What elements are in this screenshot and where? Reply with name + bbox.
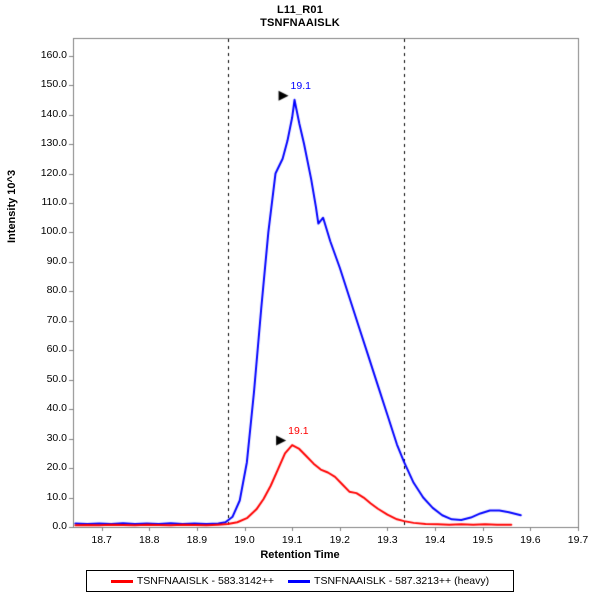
- y-axis-title: Intensity 10^3: [6, 169, 18, 243]
- x-tick-label: 18.9: [186, 534, 208, 546]
- y-tick-label: 70.0: [46, 313, 67, 326]
- x-axis-title: Retention Time: [260, 549, 340, 561]
- heavy-peak-apex-label: 19.1: [290, 79, 311, 92]
- y-tick-label: 110.0: [41, 195, 68, 208]
- x-tick-label: 19.5: [472, 534, 493, 546]
- y-tick-label: 160.0: [40, 48, 67, 61]
- chart-legend: TSNFNAAISLK - 583.3142++ TSNFNAAISLK - 5…: [86, 570, 514, 592]
- y-tick-label: 90.0: [46, 254, 67, 267]
- x-tick-label: 19.4: [424, 534, 446, 546]
- light-peak-apex-label: 19.1: [288, 424, 309, 437]
- y-tick-label: 10.0: [46, 490, 67, 503]
- x-tick-label: 18.7: [91, 534, 112, 546]
- x-tick-label: 19.2: [329, 534, 350, 546]
- y-tick-label: 100.0: [40, 225, 67, 238]
- y-tick-label: 60.0: [46, 343, 67, 356]
- x-tick-label: 19.6: [520, 534, 541, 546]
- y-tick-label: 20.0: [46, 461, 67, 474]
- y-tick-label: 80.0: [46, 284, 67, 297]
- x-tick-label: 19.0: [234, 534, 255, 546]
- legend-label-heavy: TSNFNAAISLK - 587.3213++ (heavy): [314, 575, 490, 587]
- x-tick-label: 18.8: [139, 534, 160, 546]
- y-tick-label: 130.0: [40, 137, 67, 150]
- x-tick-label: 19.3: [377, 534, 398, 546]
- legend-swatch-light: [110, 579, 133, 583]
- y-tick-label: 30.0: [46, 431, 67, 444]
- x-tick-label: 19.1: [281, 534, 303, 546]
- y-tick-label: 140.0: [40, 107, 67, 120]
- legend-swatch-heavy: [288, 579, 311, 583]
- y-tick-label: 150.0: [40, 78, 67, 91]
- legend-item-light[interactable]: TSNFNAAISLK - 583.3142++: [110, 575, 275, 587]
- y-tick-label: 40.0: [46, 402, 67, 415]
- legend-item-heavy[interactable]: TSNFNAAISLK - 587.3213++ (heavy): [288, 575, 489, 587]
- y-tick-label: 50.0: [46, 372, 67, 385]
- y-tick-label: 0.0: [52, 520, 67, 532]
- y-tick-label: 120.0: [40, 166, 67, 179]
- x-tick-label: 19.7: [567, 534, 589, 546]
- legend-label-light: TSNFNAAISLK - 583.3142++: [136, 575, 275, 587]
